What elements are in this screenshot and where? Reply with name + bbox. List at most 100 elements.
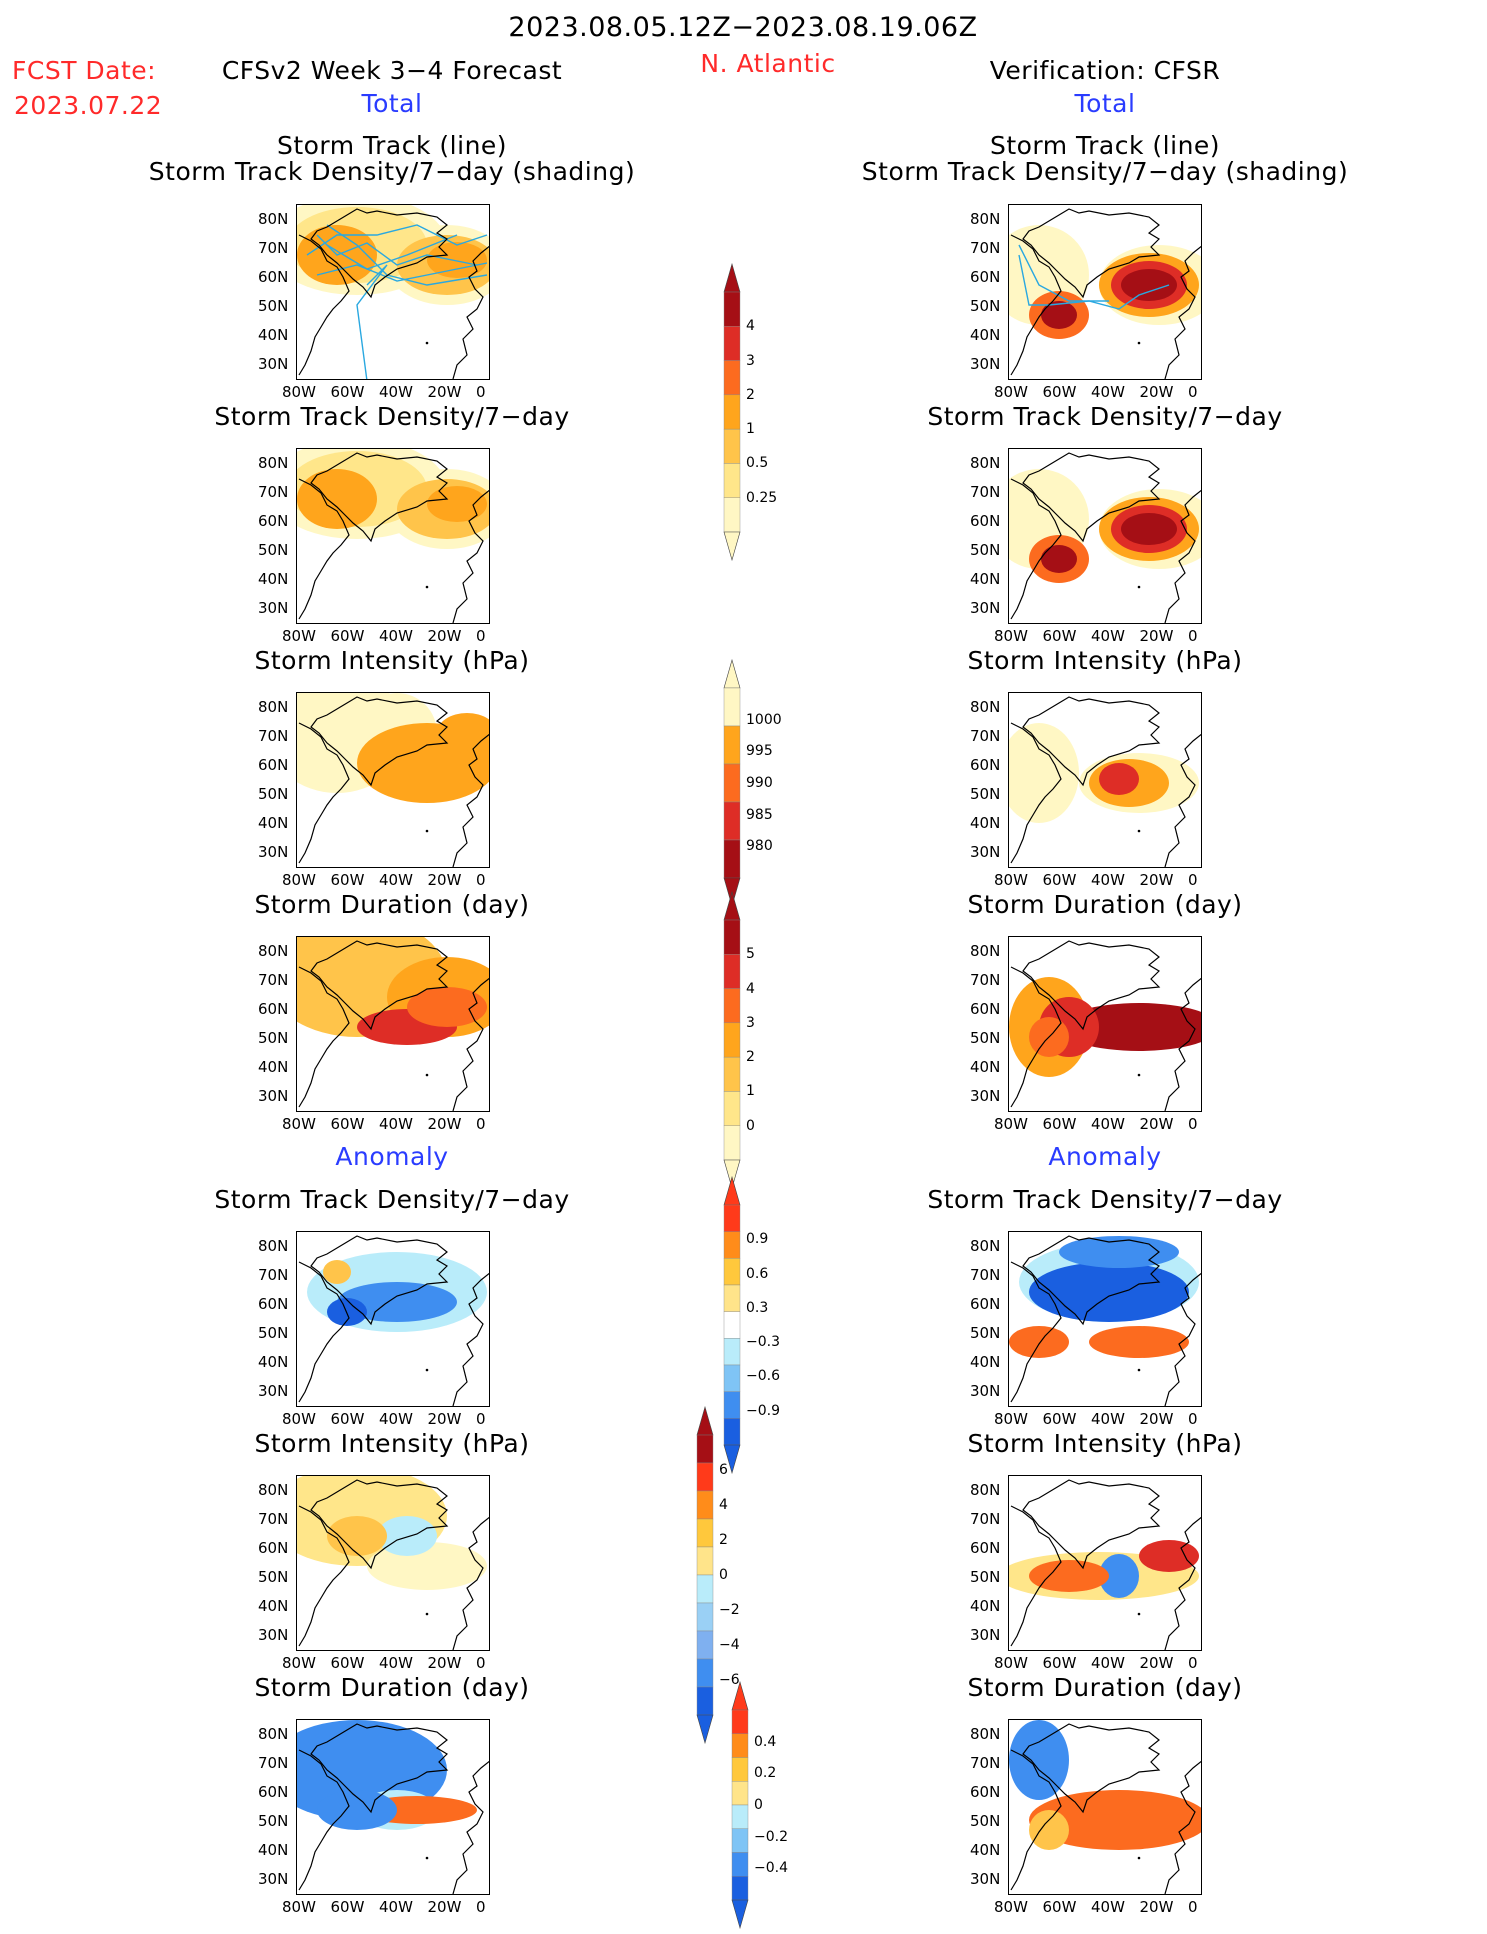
europe-coastline <box>1164 977 1201 1111</box>
greenland-coastline <box>310 1479 449 1570</box>
lon-tick-label: 40W <box>379 383 413 401</box>
lat-tick-label: 80N <box>970 1481 1001 1499</box>
colorbar-bottom-triangle <box>723 1159 741 1190</box>
lat-tick-label: 80N <box>970 1725 1001 1743</box>
colorbar-tick-label: 2 <box>746 1049 755 1066</box>
lat-tick-label: 30N <box>970 599 1001 617</box>
colorbar-tick-label: 2 <box>719 1532 728 1548</box>
colorbar-segment <box>723 1391 741 1419</box>
azores-marker <box>425 829 429 833</box>
panel-title-density-anom-right: Storm Track Density/7−day <box>927 1185 1283 1214</box>
azores-marker <box>425 585 429 589</box>
lon-tick-label: 20W <box>1139 1654 1174 1672</box>
lat-tick-label: 60N <box>970 756 1001 774</box>
shading-blob <box>1139 1540 1199 1572</box>
map-track-forecast <box>296 204 490 380</box>
colorbar-tick-label: 6 <box>719 1462 728 1478</box>
lon-tick-label: 40W <box>379 871 413 889</box>
lon-tick-label: 80W <box>994 1654 1028 1672</box>
map-intensity-anomaly-forecast <box>296 1475 490 1651</box>
colorbar-tick-label: 0.6 <box>746 1265 769 1282</box>
colorbar-segment <box>723 1056 741 1092</box>
greenland-coastline <box>1022 208 1161 299</box>
colorbar-tick-label: 985 <box>746 806 773 823</box>
panel-title-density-right: Storm Track Density/7−day <box>927 402 1283 431</box>
panel-title-intensity-left: Storm Intensity (hPa) <box>254 646 530 675</box>
colorbar-bottom-triangle <box>723 531 741 562</box>
panel-title-duration-anom-right: Storm Duration (day) <box>967 1673 1243 1702</box>
lat-tick-label: 30N <box>970 843 1001 861</box>
lat-tick-label: 70N <box>258 1510 289 1528</box>
section-anomaly-left: Anomaly <box>335 1142 449 1171</box>
lon-tick-label: 80W <box>282 1115 316 1133</box>
shading-blob <box>1009 723 1079 823</box>
lat-tick-label: 70N <box>970 239 1001 257</box>
map-density-anomaly-forecast <box>296 1231 490 1407</box>
lat-tick-label: 30N <box>258 599 289 617</box>
shading-blob <box>1121 513 1177 545</box>
lat-tick-label: 80N <box>258 1725 289 1743</box>
lon-tick-label: 40W <box>1091 627 1125 645</box>
lon-tick-label: 20W <box>427 1898 462 1916</box>
lon-tick-label: 40W <box>379 1410 413 1428</box>
shading-blob <box>1029 1560 1109 1592</box>
colorbar-segment <box>731 1876 749 1901</box>
lat-tick-label: 50N <box>258 1029 289 1047</box>
colorbar-tick-label: 990 <box>746 775 773 791</box>
storm-track-line <box>316 262 488 282</box>
colorbar-tick-label: 0.9 <box>746 1231 769 1248</box>
lat-tick-label: 30N <box>970 1382 1001 1400</box>
lat-tick-label: 70N <box>970 1754 1001 1772</box>
lat-tick-label: 60N <box>258 512 289 530</box>
colorbar-segment <box>723 394 741 430</box>
map-duration-verification <box>1008 936 1202 1112</box>
colorbar-segment <box>696 1434 714 1464</box>
lat-tick-label: 60N <box>970 512 1001 530</box>
shading-blob <box>1099 1554 1139 1598</box>
greenland-coastline <box>310 452 449 543</box>
colorbar-tick-label: 1000 <box>746 711 782 728</box>
lat-tick-label: 50N <box>258 1324 289 1342</box>
greenland-coastline <box>310 940 449 1031</box>
lon-tick-label: 60W <box>1042 383 1077 401</box>
colorbar-segment <box>723 763 741 803</box>
lat-tick-label: 50N <box>258 785 289 803</box>
storm-track-line <box>1018 244 1109 302</box>
europe-coastline <box>452 489 489 623</box>
colorbar-top-triangle <box>731 1680 749 1711</box>
colorbar-segment <box>731 1709 749 1734</box>
colorbar-segment <box>723 360 741 396</box>
lat-tick-label: 60N <box>258 1000 289 1018</box>
lat-tick-label: 70N <box>258 1754 289 1772</box>
colorbar-tick-label: 0 <box>754 1797 763 1813</box>
colorbar-segment <box>723 687 741 727</box>
colorbar-segment <box>723 801 741 841</box>
colorbar-segment <box>696 1518 714 1548</box>
colorbar-segment <box>731 1733 749 1758</box>
greenland-coastline <box>310 696 449 787</box>
north-america-coastline <box>298 1749 350 1891</box>
colorbar-top-triangle <box>723 658 741 689</box>
lat-tick-label: 80N <box>258 210 289 228</box>
colorbar-tick-label: 0.5 <box>746 455 769 472</box>
azores-marker <box>425 341 429 345</box>
colorbar-tick-label: 0 <box>719 1567 728 1583</box>
lat-tick-label: 70N <box>970 483 1001 501</box>
colorbar-tick-label: −0.3 <box>746 1334 780 1351</box>
lon-tick-label: 40W <box>1091 1410 1125 1428</box>
colorbar-segment <box>731 1757 749 1782</box>
lon-tick-label: 80W <box>994 383 1028 401</box>
lon-tick-label: 60W <box>1042 1115 1077 1133</box>
lon-tick-label: 0 <box>1188 383 1198 401</box>
azores-marker <box>1137 1856 1141 1860</box>
colorbar-tick-label: −0.9 <box>746 1402 780 1419</box>
storm-track-line <box>356 264 388 379</box>
lat-tick-label: 40N <box>970 1597 1001 1615</box>
model-title: CFSv2 Week 3−4 Forecast <box>221 56 563 85</box>
lon-tick-label: 60W <box>1042 1898 1077 1916</box>
colorbar-tick-label: 2 <box>746 386 755 403</box>
lat-tick-label: 80N <box>970 1237 1001 1255</box>
shading-blob <box>1121 269 1177 301</box>
lat-tick-label: 80N <box>258 1237 289 1255</box>
panel-title-duration-anom-left: Storm Duration (day) <box>254 1673 530 1702</box>
